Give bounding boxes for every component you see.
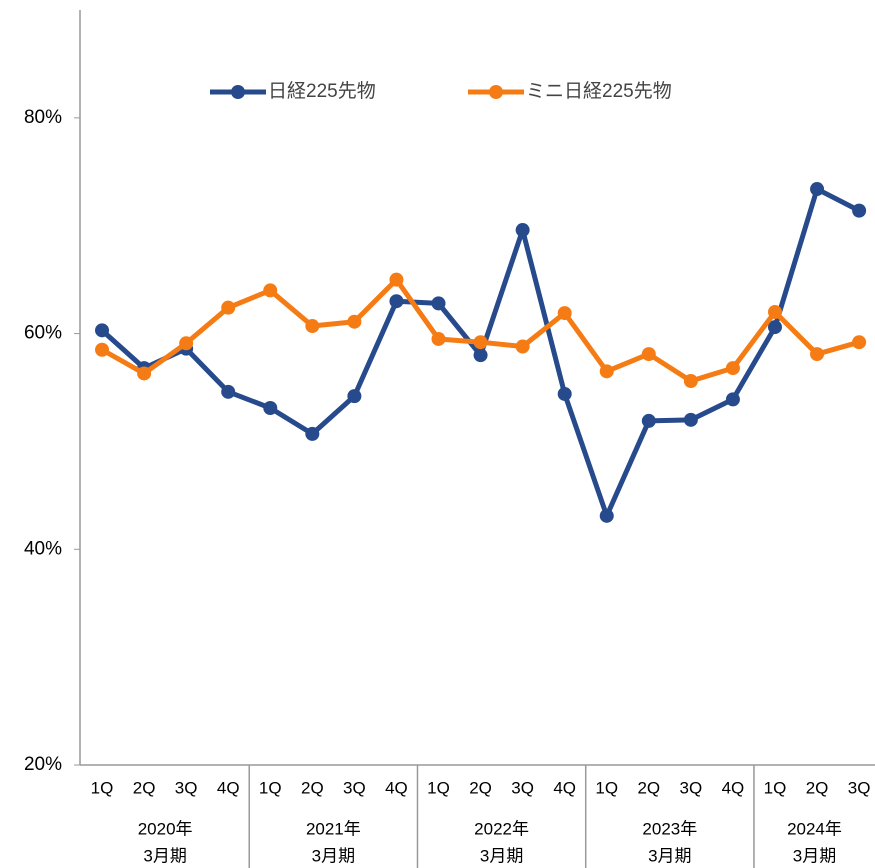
data-point (473, 348, 488, 363)
x-tick-label: 2Q (301, 778, 324, 797)
data-point (389, 294, 404, 309)
data-point (767, 305, 782, 319)
legend-label: 日経225先物 (268, 80, 376, 102)
x-tick-label: 3Q (343, 778, 366, 797)
data-point (767, 320, 782, 335)
data-point (852, 203, 867, 218)
data-point (263, 283, 278, 298)
data-point (95, 342, 110, 357)
data-point (599, 364, 614, 379)
y-tick-label: 40% (24, 538, 62, 559)
x-tick-label: 3Q (680, 778, 703, 797)
data-point (347, 389, 362, 404)
x-tick-label: 3Q (511, 778, 534, 797)
x-tick-label: 1Q (91, 778, 114, 797)
data-point (179, 336, 194, 351)
data-point (221, 384, 236, 399)
group-label: 3月期 (143, 846, 186, 865)
legend-marker (489, 85, 503, 99)
x-tick-label: 2Q (806, 778, 829, 797)
group-label: 3月期 (312, 846, 355, 865)
data-point (431, 331, 446, 346)
data-point (347, 314, 362, 329)
data-point (95, 323, 110, 338)
data-point (221, 300, 236, 315)
data-point (641, 413, 656, 428)
group-label: 3月期 (793, 846, 836, 865)
x-tick-label: 4Q (722, 778, 745, 797)
group-label: 2024年 (787, 819, 842, 838)
group-label: 2020年 (138, 819, 193, 838)
x-tick-label: 2Q (469, 778, 492, 797)
data-point (683, 412, 698, 427)
data-point (852, 335, 867, 350)
data-point (810, 347, 825, 362)
x-tick-label: 2Q (637, 778, 660, 797)
data-point (473, 335, 488, 350)
x-tick-label: 2Q (133, 778, 156, 797)
data-point (599, 508, 614, 523)
data-point (431, 296, 446, 311)
group-label: 3月期 (480, 846, 523, 865)
data-point (515, 339, 530, 354)
data-point (263, 400, 278, 415)
group-label: 3月期 (648, 846, 691, 865)
y-tick-label: 20% (24, 754, 62, 775)
data-point (641, 347, 656, 362)
y-tick-label: 60% (24, 323, 62, 344)
group-label: 2021年 (306, 819, 361, 838)
y-tick-label: 80% (24, 107, 62, 128)
data-point (305, 319, 320, 334)
data-point (557, 306, 572, 321)
x-tick-label: 1Q (259, 778, 282, 797)
x-tick-label: 1Q (427, 778, 450, 797)
data-point (557, 386, 572, 401)
group-label: 2023年 (642, 819, 697, 838)
data-point (810, 182, 825, 197)
group-label: 2022年 (474, 819, 529, 838)
legend-label: ミニ日経225先物 (526, 80, 672, 102)
x-tick-label: 3Q (175, 778, 198, 797)
x-tick-label: 4Q (553, 778, 576, 797)
data-point (725, 361, 740, 376)
x-tick-label: 3Q (848, 778, 871, 797)
x-tick-label: 1Q (595, 778, 618, 797)
data-point (305, 426, 320, 441)
x-tick-label: 4Q (217, 778, 240, 797)
data-point (389, 272, 404, 287)
data-point (683, 374, 698, 389)
x-tick-label: 1Q (764, 778, 787, 797)
data-point (725, 392, 740, 407)
series-line (100, 277, 860, 384)
data-point (515, 223, 530, 238)
data-point (137, 366, 152, 381)
x-tick-label: 4Q (385, 778, 408, 797)
legend-marker (231, 85, 245, 99)
